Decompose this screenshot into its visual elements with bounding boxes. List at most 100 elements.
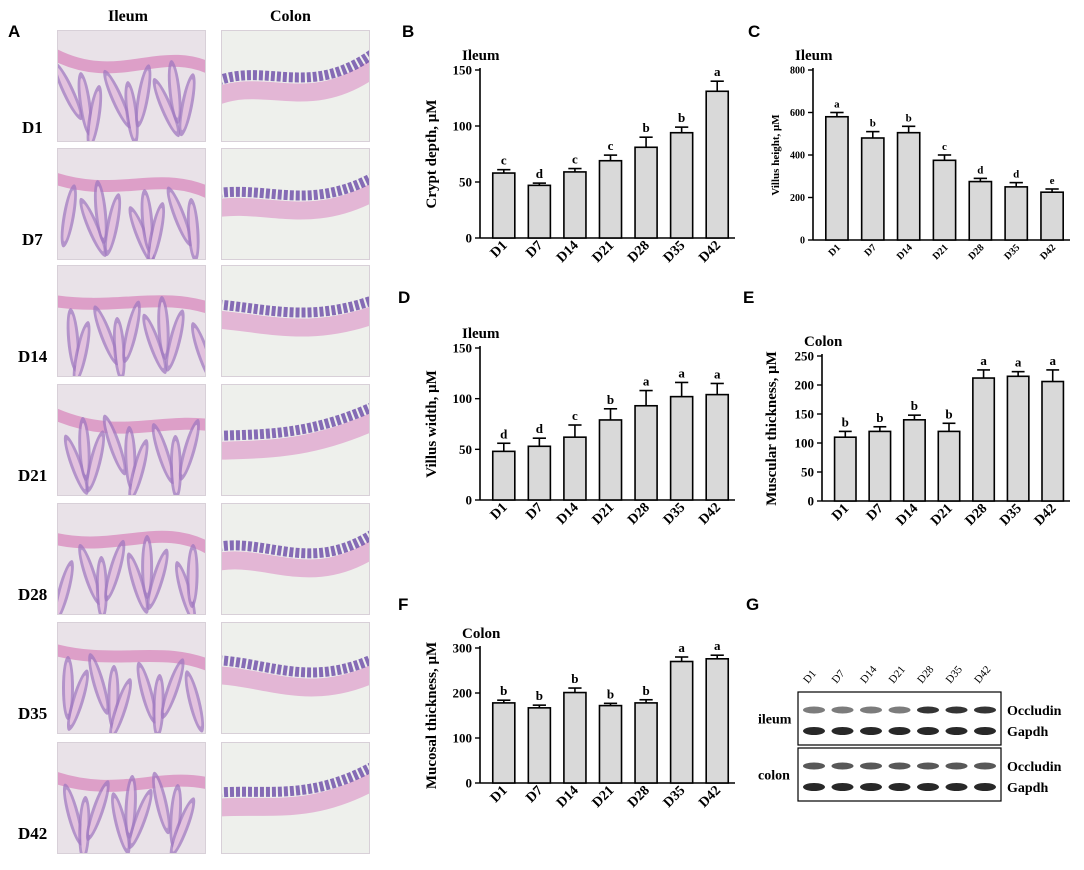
bar	[563, 436, 587, 501]
bar	[634, 146, 658, 239]
blot-band	[945, 783, 968, 791]
panel-label-c: C	[748, 22, 761, 41]
y-tick-label: 50	[459, 442, 472, 457]
ileum-micrograph	[57, 384, 206, 496]
blot-band	[974, 727, 996, 735]
histology-row-label: D35	[18, 704, 48, 723]
blot-band	[860, 783, 882, 791]
category-label: D1	[829, 501, 852, 524]
bar	[491, 172, 516, 239]
blot-group-label: colon	[758, 769, 790, 784]
bar	[491, 450, 516, 501]
histology-row-label: D21	[18, 466, 48, 485]
category-label: D42	[696, 783, 724, 811]
lane-label: D35	[944, 663, 966, 686]
panel-label-f: F	[398, 595, 409, 614]
blot-band	[974, 762, 996, 770]
significance-letter: c	[572, 152, 578, 167]
bar	[937, 430, 961, 502]
lane-label: D42	[972, 664, 993, 686]
bar	[705, 90, 730, 239]
significance-letter: c	[501, 153, 507, 168]
blot-band	[803, 727, 825, 735]
colon-micrograph	[221, 265, 370, 377]
y-tick-label: 0	[466, 493, 473, 508]
significance-letter: e	[1050, 175, 1055, 187]
bar	[634, 404, 658, 501]
y-tick-label: 0	[800, 236, 805, 247]
category-label: D7	[523, 783, 546, 806]
y-tick-label: 0	[466, 776, 473, 791]
colon-micrograph	[221, 30, 370, 142]
ileum-micrograph	[57, 265, 206, 377]
significance-letter: b	[870, 118, 876, 130]
significance-letter: c	[608, 138, 614, 153]
ileum-micrograph	[57, 30, 206, 142]
bar	[972, 377, 996, 502]
category-label: D21	[931, 242, 951, 262]
category-label: D1	[488, 238, 511, 261]
category-label: D28	[625, 783, 653, 811]
y-tick-label: 100	[453, 119, 473, 134]
blot-band	[860, 706, 882, 714]
category-label: D35	[661, 783, 689, 811]
chart-title: Ileum	[462, 326, 500, 342]
blot-band	[860, 727, 882, 735]
bar	[669, 660, 694, 784]
significance-letter: b	[500, 683, 507, 698]
category-label: D35	[997, 501, 1025, 529]
band-label: Occludin	[1007, 760, 1062, 775]
significance-letter: b	[945, 406, 952, 421]
significance-letter: c	[572, 408, 578, 423]
significance-letter: b	[607, 686, 614, 701]
significance-letter: a	[834, 99, 840, 111]
y-axis-label: Villus width, μM	[424, 370, 440, 478]
y-tick-label: 50	[459, 175, 472, 190]
significance-letter: d	[500, 426, 508, 441]
category-label: D28	[625, 238, 653, 266]
histology-row-label: D14	[18, 347, 48, 366]
significance-letter: b	[536, 688, 543, 703]
category-label: D21	[928, 501, 956, 529]
blot-band	[888, 706, 911, 714]
blot-band	[917, 783, 939, 791]
significance-letter: a	[678, 365, 685, 380]
bar	[1041, 380, 1065, 502]
y-tick-label: 400	[790, 151, 805, 162]
histology-row-label: D42	[18, 824, 48, 843]
y-tick-label: 250	[795, 349, 815, 364]
category-label: D1	[488, 783, 511, 806]
category-label: D35	[661, 500, 689, 528]
ileum-micrograph	[57, 622, 206, 734]
y-tick-label: 150	[453, 63, 473, 78]
bar	[527, 445, 552, 501]
panel-label-b: B	[402, 22, 415, 41]
ileum-micrograph	[57, 742, 206, 854]
ileum-micrograph	[57, 503, 206, 615]
blot-band	[831, 706, 854, 714]
bar	[705, 657, 730, 784]
y-axis-label: Muscular thickness, μM	[764, 351, 780, 505]
significance-letter: a	[1049, 353, 1056, 368]
significance-letter: a	[980, 353, 987, 368]
significance-letter: b	[842, 414, 849, 429]
bar	[868, 430, 892, 502]
category-label: D21	[590, 238, 618, 266]
panel-label-e: E	[743, 288, 755, 307]
category-label: D14	[895, 242, 915, 262]
significance-letter: c	[942, 141, 947, 153]
significance-letter: d	[536, 166, 544, 181]
y-tick-label: 100	[453, 391, 473, 406]
bar	[705, 393, 730, 501]
blot-band	[917, 706, 939, 714]
bar	[527, 707, 552, 784]
blot-band	[888, 762, 911, 770]
significance-letter: a	[714, 638, 721, 653]
bar	[968, 180, 993, 241]
significance-letter: b	[607, 392, 614, 407]
y-tick-label: 200	[795, 378, 815, 393]
y-tick-label: 600	[790, 108, 805, 119]
chart-mucosal-thickness: Colon 0 100 200 300 Mucosal thickness, μM b D1 b…	[424, 626, 735, 811]
significance-letter: d	[536, 421, 544, 436]
category-label: D7	[523, 238, 546, 261]
